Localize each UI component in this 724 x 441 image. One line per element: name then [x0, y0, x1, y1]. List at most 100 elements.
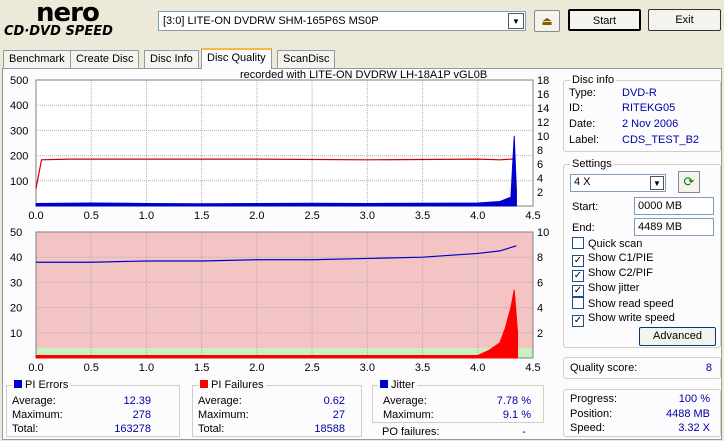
cd-dvd-speed-logo: CD·DVD SPEED	[4, 24, 113, 39]
x-tick-label: 0.0	[28, 210, 43, 222]
jitter-avg-label: Average:	[383, 395, 427, 407]
pi-failures-max-label: Maximum:	[198, 409, 249, 421]
show-read-speed-checkbox[interactable]: Show read speed	[572, 297, 674, 310]
disc-id-value: RITEKG05	[622, 102, 676, 114]
y-left-tick-label: 40	[10, 252, 22, 264]
show-c2-label: Show C2/PIF	[588, 267, 653, 279]
po-failures-value: -	[522, 426, 526, 438]
y-right-tick-label: 4	[537, 303, 543, 315]
progress-box: Progress: 100 % Position: 4488 MB Speed:…	[563, 389, 721, 437]
disc-label-label: Label:	[569, 134, 599, 146]
y-left-tick-label: 100	[10, 176, 28, 188]
y-right-tick-label: 6	[537, 159, 543, 171]
end-input[interactable]: 4489 MB	[634, 218, 714, 236]
y-left-tick-label: 400	[10, 100, 28, 112]
speed-select-value: 4 X	[574, 176, 591, 188]
chevron-down-icon[interactable]: ▼	[508, 13, 524, 29]
pi-errors-title: PI Errors	[12, 379, 71, 391]
quality-score-label: Quality score:	[570, 362, 638, 374]
chart-background	[36, 80, 533, 206]
check-icon[interactable]: ✓	[572, 270, 584, 282]
pi-failures-avg-label: Average:	[198, 395, 242, 407]
disc-type-value: DVD-R	[622, 87, 657, 99]
x-tick-label: 3.5	[415, 210, 430, 222]
start-label: Start:	[572, 201, 599, 213]
pi-failures-title-text: PI Failures	[211, 379, 264, 391]
tab-create-disc[interactable]: Create Disc	[70, 50, 140, 68]
eject-button[interactable]: ⏏	[534, 10, 560, 32]
advanced-button[interactable]: Advanced	[639, 327, 716, 346]
jitter-stats: Jitter Average: 7.78 % Maximum: 9.1 %	[372, 379, 544, 423]
y-right-tick-label: 4	[537, 173, 543, 185]
show-jitter-checkbox[interactable]: ✓ Show jitter	[572, 282, 639, 297]
chart-ok-band	[36, 347, 533, 358]
disc-info-title: Disc info	[570, 74, 617, 86]
x-tick-label: 2.5	[304, 210, 319, 222]
pi-errors-avg: 12.39	[123, 395, 151, 407]
show-write-speed-checkbox[interactable]: ✓ Show write speed	[572, 312, 675, 327]
series-pif	[35, 289, 519, 359]
start-button[interactable]: Start	[568, 9, 641, 31]
start-input[interactable]: 0000 MB	[634, 197, 714, 215]
y-left-tick-label: 50	[10, 227, 22, 239]
y-left-tick-label: 500	[10, 75, 28, 87]
y-left-tick-label: 10	[10, 328, 22, 340]
jitter-avg: 7.78 %	[496, 395, 531, 407]
show-c2-checkbox[interactable]: ✓ Show C2/PIF	[572, 267, 653, 282]
nero-logo: nero	[36, 0, 100, 28]
progress-value: 100 %	[678, 393, 710, 405]
y-right-tick-label: 8	[537, 145, 543, 157]
tab-disc-quality[interactable]: Disc Quality	[201, 48, 272, 69]
pi-failures-total: 18588	[314, 423, 345, 435]
check-icon[interactable]: ✓	[572, 285, 584, 297]
y-right-tick-label: 16	[537, 89, 549, 101]
show-read-speed-label: Show read speed	[588, 298, 674, 310]
tab-scandisc[interactable]: ScanDisc	[277, 50, 336, 68]
tab-disc-info[interactable]: Disc Info	[144, 50, 199, 68]
exit-button[interactable]: Exit	[648, 9, 721, 31]
po-failures-label: PO failures:	[382, 426, 440, 438]
y-right-tick-label: 2	[537, 187, 543, 199]
jitter-title-text: Jitter	[391, 379, 415, 391]
checkbox-box[interactable]	[572, 237, 584, 249]
refresh-button[interactable]: ⟳	[678, 171, 700, 193]
speed-select[interactable]: 4 X ▼	[570, 174, 666, 192]
speed-label: Speed:	[570, 422, 605, 434]
tab-benchmark[interactable]: Benchmark	[3, 50, 71, 68]
show-jitter-label: Show jitter	[588, 282, 640, 294]
pi-errors-stats: PI Errors Average: 12.39 Maximum: 278 To…	[6, 379, 180, 437]
chevron-down-icon[interactable]: ▼	[650, 176, 664, 190]
checkbox-box[interactable]	[572, 297, 584, 309]
x-tick-label: 0.5	[84, 362, 99, 374]
series-speed	[35, 157, 516, 189]
quality-score-value: 8	[705, 362, 712, 374]
y-right-tick-label: 8	[537, 252, 543, 264]
quick-scan-label: Quick scan	[588, 238, 643, 250]
y-right-tick-label: 2	[537, 328, 543, 340]
series-pi	[35, 135, 517, 207]
x-tick-label: 1.0	[139, 362, 154, 374]
y-left-tick-label: 200	[10, 151, 28, 163]
chart-background	[36, 232, 533, 358]
settings-group: Settings 4 X ▼ ⟳ Start: 0000 MB End: 448…	[563, 158, 721, 348]
y-right-tick-label: 10	[537, 227, 549, 239]
drive-select[interactable]: [3:0] LITE-ON DVDRW SHM-165P6S MS0P ▼	[158, 11, 526, 31]
check-icon[interactable]: ✓	[572, 255, 584, 267]
show-c1-checkbox[interactable]: ✓ Show C1/PIE	[572, 252, 653, 267]
pi-errors-avg-label: Average:	[12, 395, 56, 407]
jitter-title: Jitter	[378, 379, 417, 391]
progress-label: Progress:	[570, 393, 618, 405]
pi-errors-max-label: Maximum:	[12, 409, 63, 421]
eject-icon: ⏏	[541, 14, 553, 28]
pi-failures-avg: 0.62	[323, 395, 345, 407]
end-label: End:	[572, 222, 595, 234]
y-left-tick-label: 30	[10, 277, 22, 289]
check-icon[interactable]: ✓	[572, 315, 584, 327]
y-left-tick-label: 20	[10, 303, 22, 315]
quick-scan-checkbox[interactable]: Quick scan	[572, 237, 642, 250]
disc-label-value: CDS_TEST_B2	[622, 134, 700, 146]
disc-id-label: ID:	[569, 102, 584, 114]
pi-failures-max: 27	[332, 409, 345, 421]
y-left-tick-label: 300	[10, 125, 28, 137]
x-tick-label: 2.0	[249, 362, 264, 374]
